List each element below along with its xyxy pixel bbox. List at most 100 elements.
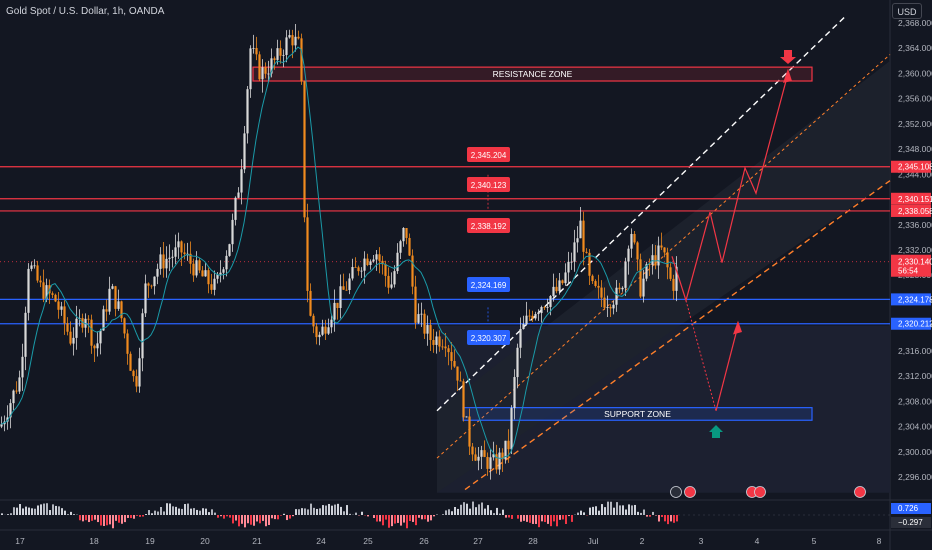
channel-lower-line [464, 180, 891, 491]
indicator-bar [667, 515, 669, 525]
candle-body [450, 352, 453, 361]
candle-body [420, 313, 423, 315]
indicator-bar [247, 515, 249, 524]
channel-upper-line [436, 16, 846, 412]
candle [333, 289, 336, 332]
indicator-bar [265, 515, 267, 527]
indicator-bar [619, 505, 621, 515]
indicator-bar [571, 515, 573, 522]
indicator-bar [583, 512, 585, 515]
candle-body [630, 233, 633, 249]
indicator-bar [190, 508, 192, 515]
candle-body [324, 326, 327, 334]
candle-body [459, 380, 462, 382]
x-tick-label: 24 [316, 536, 326, 546]
candle-body [81, 318, 84, 328]
indicator-bar [538, 515, 540, 528]
y-tick-label: 2,296.000 [898, 472, 932, 482]
indicator-bar [568, 515, 570, 517]
indicator-bar [301, 508, 303, 515]
indicator-bar [631, 505, 633, 515]
candle-body [321, 326, 324, 335]
indicator-bar [175, 506, 177, 515]
candle [552, 273, 555, 302]
candle [420, 302, 423, 327]
candle [612, 300, 615, 315]
candle [663, 247, 666, 258]
candle-body [648, 264, 651, 266]
indicator-bar [520, 515, 522, 522]
indicator-bar [283, 513, 285, 515]
candle [354, 257, 357, 268]
candle-body [204, 270, 207, 277]
y-tick-label: 2,308.000 [898, 396, 932, 406]
candle-body [318, 334, 321, 338]
candle [561, 279, 564, 285]
candle [204, 263, 207, 277]
candle-body [255, 47, 258, 55]
candle-body [486, 456, 489, 469]
indicator-bar [604, 507, 606, 515]
candle-body [291, 35, 294, 46]
sell-arrow-icon [780, 50, 796, 64]
candle [573, 229, 576, 272]
y-tick-label: 2,348.000 [898, 144, 932, 154]
candle [462, 378, 465, 422]
candle [171, 249, 174, 268]
candle-body [378, 254, 381, 261]
indicator-bar [10, 513, 12, 515]
candle-body [288, 35, 291, 38]
candle-body [201, 270, 204, 277]
candle [156, 263, 159, 285]
candle [654, 245, 657, 270]
candle [372, 254, 375, 263]
indicator-bar [610, 501, 612, 515]
candle [186, 242, 189, 261]
indicator-bar [361, 511, 363, 515]
candle [456, 366, 459, 391]
axis-price-label: 2,324.178 [898, 295, 932, 304]
candle [54, 293, 57, 303]
candle [135, 369, 138, 393]
candle [351, 258, 354, 281]
candle-body [390, 284, 393, 288]
indicator-bar [481, 502, 483, 515]
candle-body [627, 248, 630, 262]
candle-body [12, 390, 15, 404]
indicator-bar [25, 506, 27, 515]
candle-body [165, 258, 168, 269]
candle-body [285, 37, 288, 55]
candle [66, 317, 69, 336]
candle [459, 371, 462, 382]
indicator-bar [28, 507, 30, 515]
currency-button[interactable]: USD [892, 3, 922, 19]
candle-body [498, 452, 501, 470]
candle [585, 248, 588, 254]
candle-body [612, 304, 615, 309]
rebound-projection-path [715, 325, 739, 411]
candle [483, 440, 486, 458]
candle-body [669, 267, 672, 279]
level-tag-label: 2,345.204 [471, 151, 507, 160]
candle-body [660, 245, 663, 248]
candle [126, 329, 129, 365]
candle [294, 23, 297, 52]
candle [258, 51, 261, 82]
candle [621, 286, 624, 292]
candle-body [174, 247, 177, 257]
y-tick-label: 2,300.000 [898, 447, 932, 457]
candle [525, 301, 528, 326]
candle-body [480, 450, 483, 457]
candle [0, 416, 3, 429]
candle-body [282, 54, 285, 56]
candle [165, 246, 168, 278]
candle [603, 287, 606, 310]
x-tick-label: 17 [15, 536, 25, 546]
candle-body [15, 390, 18, 392]
candle [336, 302, 339, 320]
indicator-bar [286, 515, 288, 521]
candle [582, 211, 585, 266]
candle-body [543, 307, 546, 308]
candle-body [633, 233, 636, 243]
